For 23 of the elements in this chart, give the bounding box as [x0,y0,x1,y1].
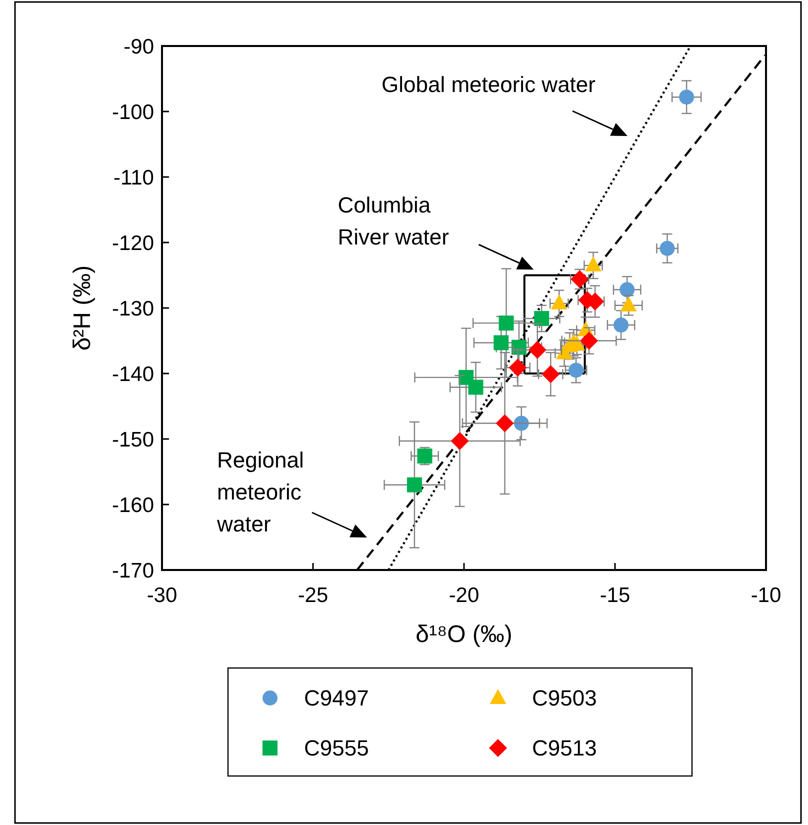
x-tick-label: -20 [448,584,480,607]
x-tick-label: -15 [600,584,630,607]
y-axis-title: δ²H (‰) [69,265,96,351]
y-tick-label: -100 [112,100,154,124]
x-tick-label: -30 [146,584,178,607]
annotation: Global meteoric water [382,72,596,97]
y-tick-label: -110 [114,166,154,190]
y-tick-label: -170 [112,559,154,582]
y-tick-label: -160 [112,494,154,517]
annotation: Columbia River water [338,192,449,250]
x-axis-title: δ¹⁸O (‰) [416,621,512,648]
y-tick-label: -140 [112,362,154,386]
y-tick-label: -150 [112,428,154,452]
x-tick-label: -10 [750,584,782,607]
y-tick-label: -90 [124,35,154,58]
annotation: Regional meteoric water [216,448,304,536]
legend-label: C9555 [304,736,369,761]
legend-label: C9497 [304,686,369,711]
x-tick-label: -25 [298,584,328,607]
legend-label: C9513 [532,736,597,761]
y-tick-label: -130 [112,297,154,320]
y-tick-label: -120 [112,232,154,255]
legend-label: C9503 [532,686,597,711]
